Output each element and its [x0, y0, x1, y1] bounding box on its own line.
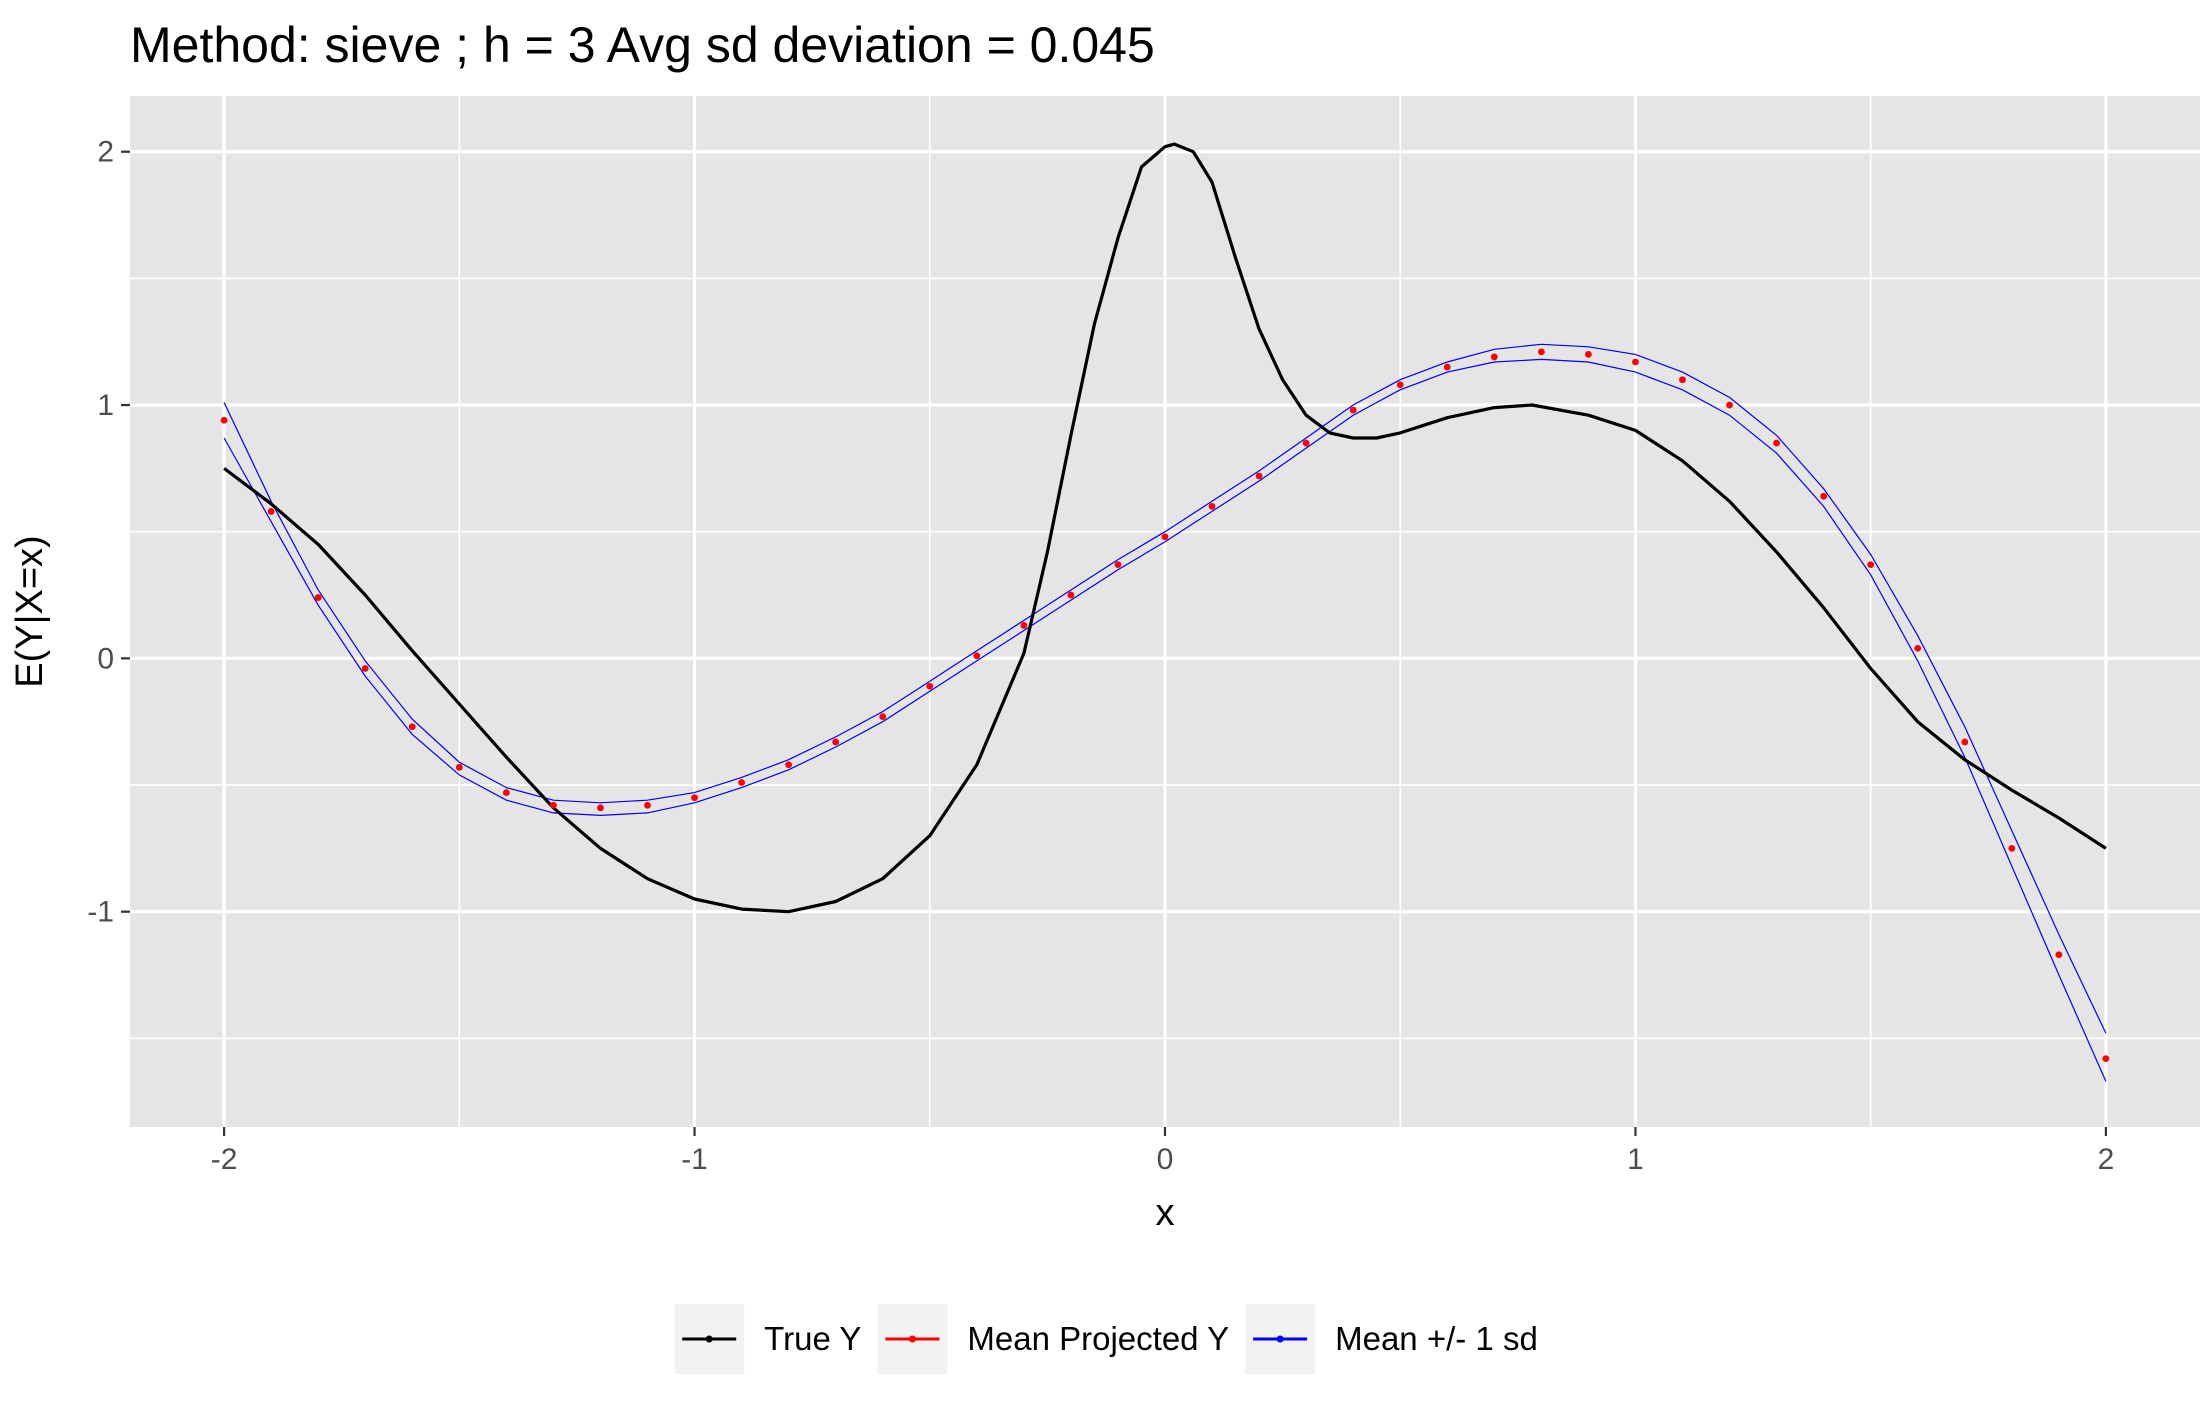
mean-projected-point — [1490, 353, 1498, 361]
mean-projected-points — [220, 348, 2110, 1063]
mean-projected-point — [502, 789, 510, 797]
mean-projected-point — [1585, 350, 1592, 358]
legend: True Y Mean Projected Y Mean +/- 1 sd — [674, 1304, 1538, 1374]
mean-projected-point — [1773, 439, 1780, 447]
legend-key-point — [908, 1335, 916, 1343]
mean-projected-point — [644, 801, 651, 809]
mean-projected-point — [1020, 622, 1028, 629]
y-tick-label: 0 — [97, 642, 114, 675]
chart-title: Method: sieve ; h = 3 Avg sd deviation =… — [130, 17, 1155, 73]
mean-projected-point — [550, 801, 557, 809]
mean-projected-point — [832, 738, 840, 746]
mean-projected-point — [1208, 502, 1216, 510]
y-tick-label: -1 — [87, 896, 114, 929]
legend-item: True Y — [674, 1304, 861, 1374]
x-tick-label: 2 — [2098, 1143, 2115, 1176]
mean-projected-point — [1537, 348, 1545, 356]
mean-projected-point — [2008, 844, 2016, 852]
legend-item: Mean Projected Y — [877, 1304, 1229, 1374]
legend-label: Mean Projected Y — [967, 1320, 1229, 1357]
sd-lower-line — [223, 358, 2107, 1082]
mean-projected-point — [2102, 1055, 2110, 1063]
legend-key-point — [1276, 1335, 1284, 1343]
legend-label: True Y — [764, 1320, 861, 1357]
mean-projected-point — [1820, 492, 1828, 500]
mean-projected-point — [2055, 951, 2063, 959]
major-gridlines — [130, 96, 2200, 1127]
sd-upper-line — [223, 343, 2107, 1034]
y-axis-title: E(Y|X=x) — [9, 535, 51, 687]
mean-projected-point — [597, 804, 604, 812]
mean-projected-point — [1443, 363, 1451, 371]
mean-projected-point — [1067, 591, 1075, 599]
true-y-path — [223, 142, 2107, 914]
mean-projected-point — [1161, 533, 1169, 541]
mean-projected-point — [361, 665, 369, 672]
mean-projected-point — [1396, 381, 1404, 389]
legend-label: Mean +/- 1 sd — [1335, 1320, 1538, 1357]
mean-projected-point — [408, 723, 416, 731]
x-tick-label: 1 — [1627, 1143, 1644, 1176]
y-tick-label: 2 — [97, 136, 114, 169]
x-axis-title: x — [1156, 1192, 1175, 1234]
mean-projected-point — [1726, 401, 1733, 409]
mean-projected-point — [1349, 406, 1357, 414]
x-tick-label: -1 — [681, 1143, 708, 1176]
mean-projected-point — [879, 713, 887, 721]
mean-projected-point — [1961, 738, 1969, 746]
legend-key-point — [705, 1335, 713, 1343]
mean-projected-point — [785, 761, 793, 769]
mean-projected-point — [1914, 644, 1922, 652]
sd-band-lines — [223, 343, 2107, 1082]
mean-projected-point — [973, 652, 981, 660]
mean-projected-point — [455, 763, 463, 771]
mean-projected-point — [1302, 439, 1310, 447]
mean-projected-point — [1632, 358, 1639, 366]
x-tick-label: 0 — [1157, 1143, 1174, 1176]
mean-projected-point — [926, 682, 934, 690]
true-y-line — [223, 142, 2107, 914]
mean-projected-point — [267, 508, 275, 515]
x-axis: -2 -1 0 1 2 — [211, 1127, 2115, 1176]
mean-projected-point — [738, 779, 745, 786]
mean-projected-point — [1867, 561, 1875, 569]
mean-projected-point — [220, 416, 228, 424]
mean-projected-point — [1114, 561, 1122, 569]
x-tick-label: -2 — [211, 1143, 238, 1176]
mean-projected-point — [314, 594, 322, 601]
legend-item: Mean +/- 1 sd — [1245, 1304, 1538, 1374]
mean-projected-point — [1255, 472, 1263, 480]
mean-projected-point — [1679, 376, 1686, 384]
mean-projected-point — [691, 794, 698, 802]
y-tick-label: 1 — [97, 389, 114, 422]
y-axis: -1 0 1 2 — [87, 136, 130, 929]
